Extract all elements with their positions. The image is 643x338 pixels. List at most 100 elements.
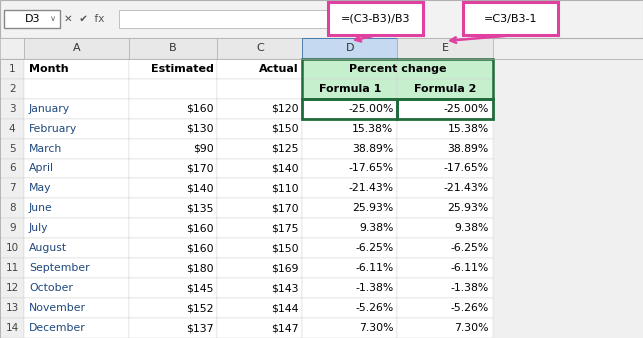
Text: November: November [29,303,86,313]
Bar [397,99,493,119]
Bar [0,0,643,38]
Bar [0,59,24,79]
Bar [397,198,493,218]
Text: $150: $150 [271,124,298,134]
Bar [0,59,643,338]
Text: 38.89%: 38.89% [352,144,394,153]
Text: October: October [29,283,73,293]
Bar [302,198,397,218]
Bar [302,258,397,278]
Bar [24,178,129,198]
Text: D: D [345,43,354,53]
Bar [302,79,397,99]
Text: 11: 11 [6,263,19,273]
Bar [217,238,302,258]
Text: 10: 10 [6,243,19,253]
Text: 9.38%: 9.38% [359,223,394,233]
Text: 13: 13 [6,303,19,313]
Text: September: September [29,263,89,273]
Bar [397,119,493,139]
Bar [129,278,217,298]
Bar [397,258,493,278]
Text: 12: 12 [6,283,19,293]
Text: -17.65%: -17.65% [349,164,394,173]
Bar [129,218,217,238]
Bar [217,79,302,99]
Text: 5: 5 [9,144,15,153]
Text: 2: 2 [9,84,15,94]
Text: 15.38%: 15.38% [352,124,394,134]
Bar [129,258,217,278]
Text: March: March [29,144,62,153]
Bar [0,159,24,178]
Text: Month: Month [29,64,69,74]
Bar [24,198,129,218]
Text: July: July [29,223,48,233]
Bar [302,139,397,159]
Bar [129,119,217,139]
Bar [302,318,397,338]
Bar [302,238,397,258]
Bar [24,298,129,318]
Bar [397,178,493,198]
Text: ✕  ✔  fx: ✕ ✔ fx [64,14,105,24]
Bar [302,59,397,79]
Text: 38.89%: 38.89% [448,144,489,153]
Bar [129,318,217,338]
Text: B: B [169,43,177,53]
Bar [217,139,302,159]
Bar [397,159,493,178]
Text: 9.38%: 9.38% [455,223,489,233]
Bar [129,198,217,218]
Text: February: February [29,124,77,134]
Text: $150: $150 [271,243,298,253]
Bar [397,38,493,59]
Bar [0,298,24,318]
Text: ∨: ∨ [50,15,56,23]
Text: Formula 1: Formula 1 [318,84,381,94]
Text: $160: $160 [186,223,213,233]
Text: 8: 8 [9,203,15,213]
Bar [217,198,302,218]
Text: -21.43%: -21.43% [349,184,394,193]
Text: E: E [442,43,448,53]
Text: 1: 1 [9,64,15,74]
Bar [0,139,24,159]
Text: May: May [29,184,51,193]
Text: Percent change: Percent change [349,64,446,74]
Bar [129,99,217,119]
Bar [397,218,493,238]
Text: Estimated: Estimated [150,64,213,74]
Text: -25.00%: -25.00% [348,104,394,114]
Text: $110: $110 [271,184,298,193]
Text: -25.00%: -25.00% [443,104,489,114]
Bar [24,159,129,178]
Text: $137: $137 [186,323,213,333]
Bar [0,119,24,139]
Bar [217,258,302,278]
Text: 25.93%: 25.93% [352,203,394,213]
Bar [302,178,397,198]
Text: -17.65%: -17.65% [444,164,489,173]
Bar [397,278,493,298]
Text: 7.30%: 7.30% [454,323,489,333]
Text: $160: $160 [186,243,213,253]
Bar [24,238,129,258]
Bar [129,59,217,79]
Bar [0,38,24,59]
Text: $140: $140 [186,184,213,193]
Text: $147: $147 [271,323,298,333]
Text: 25.93%: 25.93% [448,203,489,213]
Bar [397,99,493,119]
Text: -1.38%: -1.38% [451,283,489,293]
Bar [217,178,302,198]
Bar [24,38,129,59]
Bar [0,99,24,119]
Text: =C3/B3-1: =C3/B3-1 [484,14,538,24]
Bar [0,79,24,99]
Bar [0,278,24,298]
Bar [24,318,129,338]
Bar [463,2,558,35]
Bar [217,298,302,318]
Bar [302,159,397,178]
